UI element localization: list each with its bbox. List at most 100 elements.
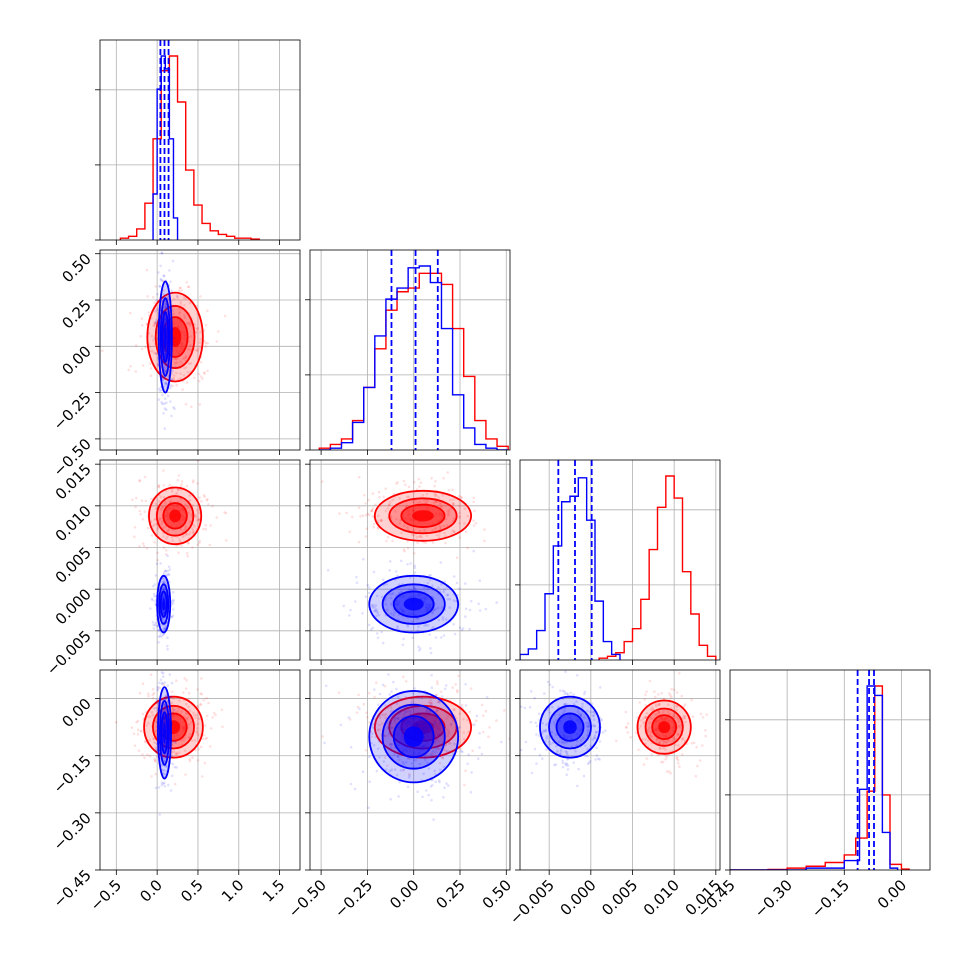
red-sample-point (679, 723, 682, 727)
x-tick-label: −0.25 (331, 876, 376, 921)
x-tick-label: 0.00 (874, 876, 910, 912)
panel-frame (519, 459, 721, 661)
red-sample-point (224, 511, 228, 515)
blue-sample-point (161, 375, 164, 378)
red-sample-point (177, 488, 180, 491)
red-sample-point (433, 492, 437, 495)
red-sample-point (678, 725, 682, 729)
blue-sample-point (431, 611, 434, 615)
red-sample-point (692, 741, 696, 745)
red-sample-point (192, 714, 196, 717)
blue-sample-point (406, 563, 409, 566)
blue-sample-point (535, 733, 538, 736)
red-sample-point (448, 741, 452, 745)
blue-sample-point (443, 580, 447, 583)
blue-sample-point (160, 388, 163, 392)
red-sample-point (675, 715, 679, 719)
red-sample-point (357, 475, 361, 479)
blue-sample-point (413, 759, 416, 762)
blue-sample-point (157, 635, 161, 639)
red-sample-point (380, 713, 384, 716)
blue-sample-point (485, 696, 489, 699)
blue-sample-point (156, 701, 160, 705)
red-sample-point (437, 740, 441, 743)
red-sample-point (195, 349, 199, 353)
blue-sample-point (384, 768, 388, 771)
blue-sample-point (163, 785, 167, 788)
blue-sample-point (394, 718, 397, 721)
red-sample-point (435, 710, 439, 714)
blue-sample-point (464, 615, 467, 618)
blue-sample-point (161, 617, 165, 620)
blue-sample-point (163, 402, 166, 406)
red-sample-point (676, 704, 679, 708)
red-sample-point (205, 736, 209, 740)
blue-sample-point (579, 739, 583, 742)
red-sample-point (151, 693, 154, 697)
red-sample-point (451, 501, 455, 505)
red-sample-point (188, 533, 191, 536)
y-tick-label: 0.25 (58, 296, 94, 332)
red-sample-point (654, 704, 658, 708)
red-sample-point (474, 521, 478, 525)
red-sample-point (672, 688, 676, 692)
blue-sample-point (543, 730, 546, 733)
red-sample-point (191, 531, 195, 535)
red-sample-point (369, 509, 373, 513)
red-sample-point (153, 301, 156, 305)
red-sample-point (321, 480, 324, 483)
red-sample-point (189, 348, 193, 352)
red-sample-point (662, 697, 666, 701)
blue-sample-point (399, 559, 403, 563)
blue-sample-point (594, 731, 598, 734)
red-sample-point (185, 702, 188, 706)
blue-sample-point (559, 752, 562, 756)
red-sample-point (153, 523, 156, 526)
red-sample-point (463, 783, 466, 787)
red-sample-point (691, 715, 695, 718)
blue-sample-point (158, 681, 161, 684)
blue-sample-point (543, 692, 546, 695)
red-sample-point (191, 480, 195, 484)
red-sample-point (191, 546, 194, 549)
x-tick-label: 0.5 (177, 876, 207, 906)
blue-sample-point (155, 749, 158, 752)
red-sample-point (391, 539, 394, 543)
red-sample-point (189, 362, 193, 365)
red-sample-point (677, 724, 680, 728)
red-sample-point (472, 524, 476, 527)
blue-sample-point (591, 724, 594, 727)
blue-sample-point (156, 689, 160, 692)
blue-sample-point (354, 600, 357, 603)
blue-sample-point (172, 406, 175, 409)
blue-sample-point (164, 695, 167, 698)
blue-sample-point (566, 692, 570, 696)
blue-sample-point (579, 713, 583, 716)
red-sample-point (441, 757, 445, 760)
red-sample-point (415, 758, 418, 762)
blue-sample-point (463, 582, 467, 585)
red-sample-point (371, 515, 375, 518)
blue-sample-point (389, 743, 392, 746)
red-sample-point (133, 526, 137, 529)
blue-density-level (163, 722, 166, 744)
blue-sample-point (563, 703, 567, 706)
red-sample-point (410, 533, 414, 537)
red-sample-point (158, 518, 161, 521)
red-sample-point (206, 498, 209, 501)
blue-sample-point (162, 671, 165, 675)
blue-sample-point (451, 752, 455, 755)
red-sample-point (654, 695, 657, 699)
blue-sample-point (529, 690, 533, 693)
blue-sample-point (401, 643, 405, 647)
red-sample-point (197, 379, 201, 383)
red-sample-point (192, 479, 195, 482)
red-sample-point (388, 503, 391, 506)
blue-sample-point (586, 747, 589, 751)
blue-sample-point (558, 713, 561, 717)
red-sample-point (364, 514, 368, 517)
red-sample-point (205, 498, 209, 502)
blue-contour (157, 280, 173, 394)
red-sample-point (374, 503, 377, 507)
